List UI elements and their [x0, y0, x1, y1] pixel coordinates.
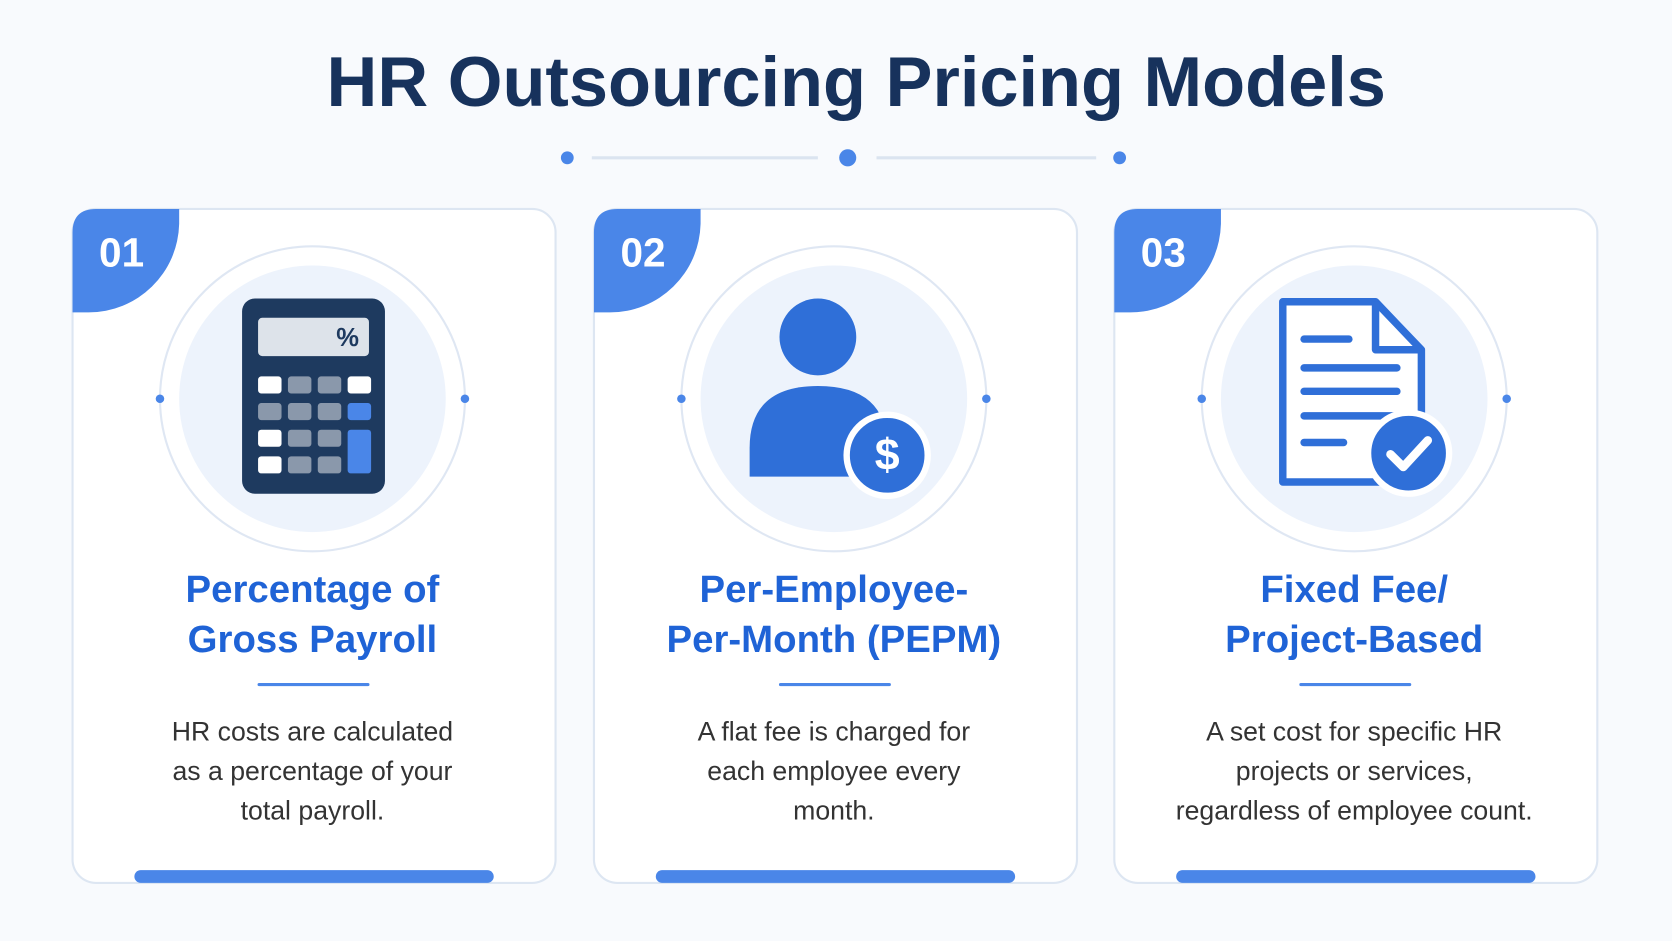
document-fold — [1371, 301, 1422, 354]
card-description: regardless of employee count. — [1176, 796, 1533, 826]
calculator-key — [287, 403, 312, 421]
ring-dot — [1197, 394, 1207, 404]
card-description: HR costs are calculated — [172, 717, 453, 747]
calculator-screen — [258, 317, 369, 357]
check-mark — [1386, 436, 1433, 472]
card-heading: Project-Based — [1225, 618, 1483, 661]
person-head — [779, 298, 857, 376]
divider-dot — [839, 149, 857, 167]
calculator-key — [287, 376, 312, 394]
card-heading: Per-Employee- — [700, 568, 969, 611]
number-badge — [72, 208, 180, 313]
pricing-card: 02 $ Per-Employee- Per-Month (PEPM) A flat f… — [592, 207, 1079, 884]
card-bottom-bar — [655, 870, 1016, 883]
divider-dot — [1113, 151, 1127, 165]
calculator-key — [258, 429, 282, 447]
card-number: 01 — [99, 230, 144, 276]
coin — [843, 411, 931, 500]
calculator-key — [317, 429, 342, 447]
card-bottom-bar — [134, 870, 494, 883]
calculator-key — [317, 403, 342, 421]
number-badge — [1114, 208, 1221, 313]
card-description: A flat fee is charged for — [698, 717, 971, 747]
title-divider — [560, 149, 1127, 167]
card-description: projects or services, — [1236, 756, 1473, 786]
card-description: A set cost for specific HR — [1206, 717, 1502, 747]
calculator-key — [287, 456, 312, 474]
card-heading: Fixed Fee/ — [1260, 568, 1448, 611]
calculator-key — [347, 403, 372, 421]
card-description: total payroll. — [241, 796, 385, 826]
card-number: 02 — [620, 230, 665, 276]
card-heading: Gross Payroll — [188, 618, 438, 661]
divider-dot — [560, 151, 574, 165]
card-number: 03 — [1141, 230, 1186, 276]
pricing-card: 01% Percentage of Gross Payroll HR costs ar… — [71, 207, 557, 884]
ring-dot — [982, 394, 991, 404]
number-badge — [593, 208, 701, 313]
calculator-key — [258, 456, 282, 474]
card-description: as a percentage of your — [172, 756, 452, 786]
card-description: each employee every — [707, 756, 961, 786]
calculator-key — [347, 429, 372, 474]
calculator-symbol: % — [336, 324, 359, 352]
calculator-key — [317, 456, 342, 474]
page-title: HR Outsourcing Pricing Models — [327, 42, 1386, 121]
coin-symbol: $ — [875, 429, 900, 479]
calculator-key — [287, 429, 312, 447]
ring-dot — [1502, 394, 1511, 404]
ring-dot — [460, 394, 470, 404]
ring-dot — [677, 394, 686, 404]
calculator-key — [317, 376, 342, 394]
card-description: month. — [793, 796, 874, 826]
ring-dot — [155, 394, 165, 404]
pricing-card: 03 Fixed Fee/Project-Based A set cost for … — [1113, 207, 1599, 884]
calculator-key — [258, 376, 282, 394]
card-bottom-bar — [1176, 870, 1536, 883]
calculator-key — [258, 403, 282, 421]
check-badge — [1364, 409, 1453, 497]
calculator-key — [347, 376, 372, 394]
card-heading: Per-Month (PEPM) — [667, 618, 1002, 661]
card-heading: Percentage of — [186, 568, 440, 611]
